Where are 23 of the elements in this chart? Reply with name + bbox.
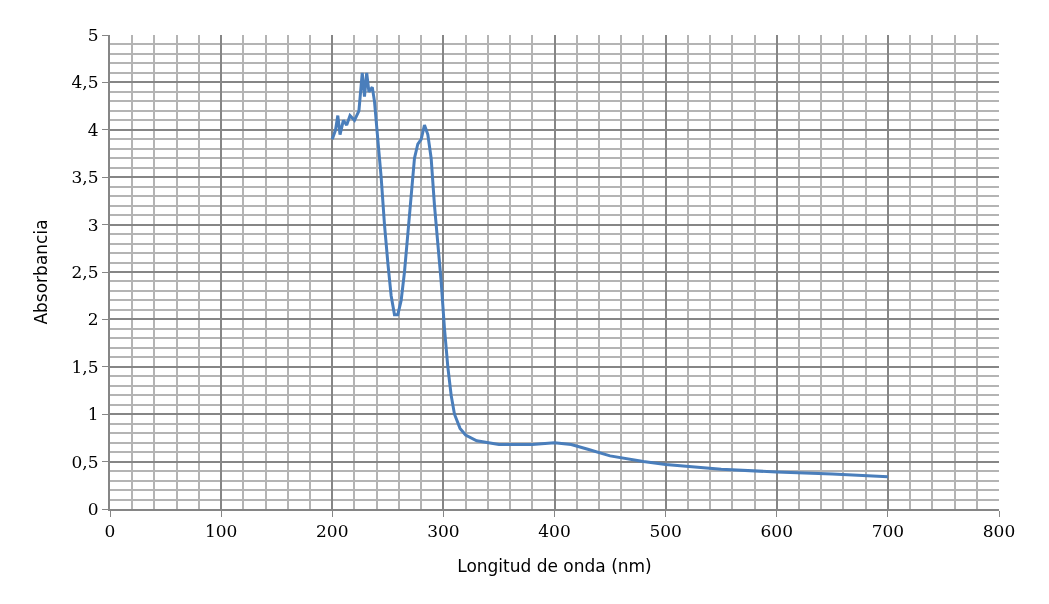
y-axis-title: Absorbancia <box>30 219 51 325</box>
x-tick-label: 100 <box>204 521 238 542</box>
y-tick-label: 1,5 <box>71 356 99 377</box>
x-tick-label: 0 <box>104 521 116 542</box>
line-series <box>330 71 890 479</box>
x-tick-label: 600 <box>760 521 793 542</box>
y-tick-label: 3 <box>87 214 99 235</box>
y-tick-label: 0,5 <box>71 451 99 472</box>
x-tick-label: 800 <box>982 521 1016 542</box>
y-tick-label: 4 <box>87 119 99 140</box>
x-tick-label: 500 <box>649 521 682 542</box>
y-tick-label: 4,5 <box>71 72 99 93</box>
y-tick-label: 2,5 <box>71 261 99 282</box>
y-tick-label: 1 <box>87 404 99 425</box>
x-tick-label: 400 <box>538 521 571 542</box>
x-tick-label: 200 <box>316 521 349 542</box>
y-tick-label: 2 <box>87 309 99 330</box>
x-tick-label: 300 <box>427 521 460 542</box>
y-tick-label: 5 <box>87 24 99 45</box>
x-tick-label: 700 <box>871 521 905 542</box>
y-tick-label: 0 <box>87 498 99 519</box>
x-axis-title: Longitud de onda (nm) <box>457 556 652 577</box>
y-tick-label: 3,5 <box>71 167 99 188</box>
